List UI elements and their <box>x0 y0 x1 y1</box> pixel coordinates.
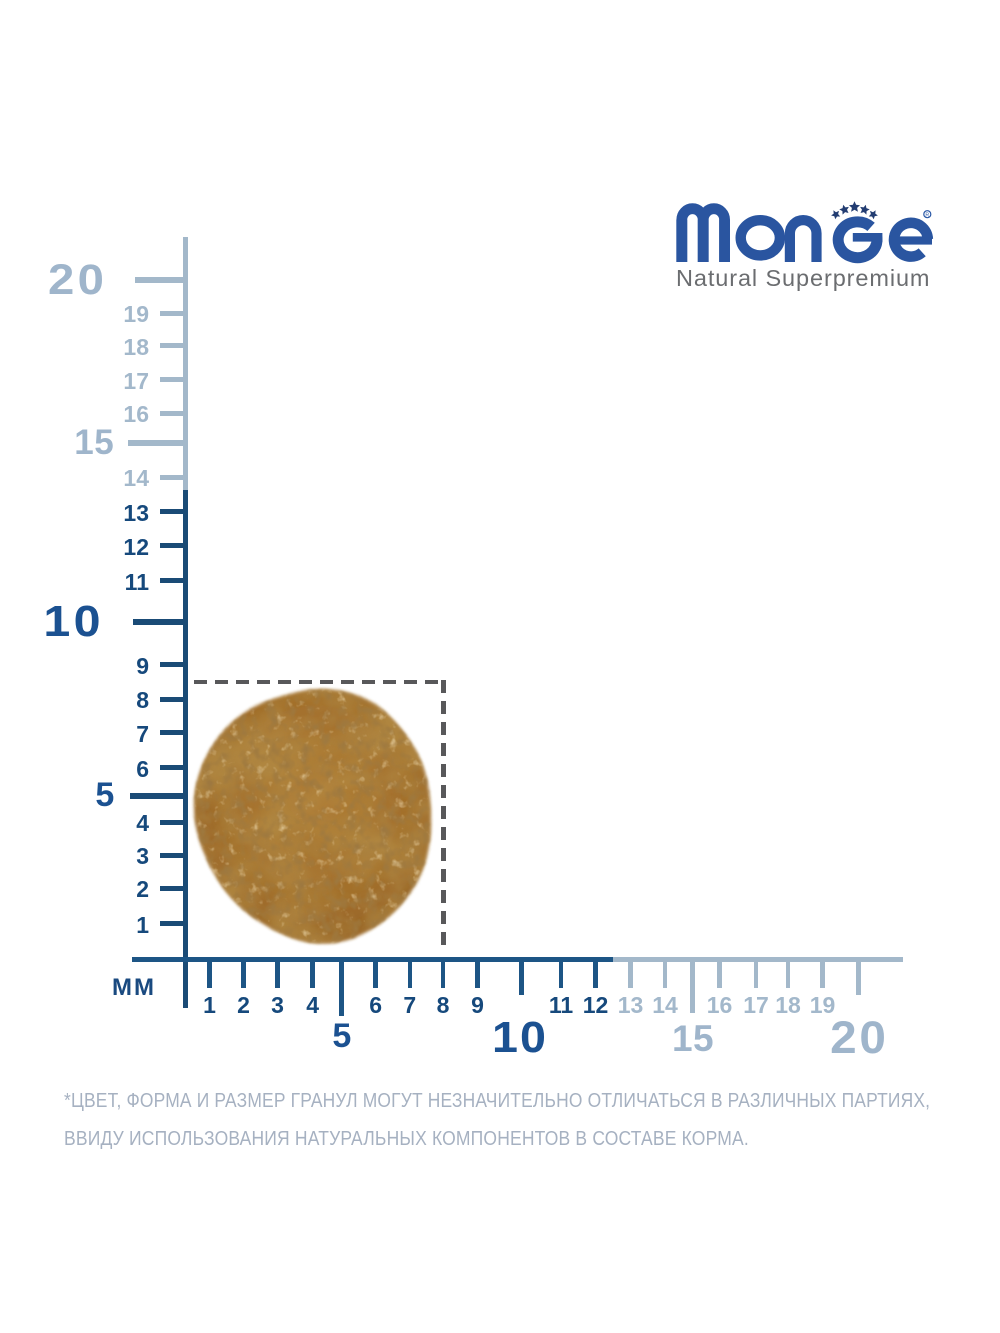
svg-text:R: R <box>925 212 929 218</box>
